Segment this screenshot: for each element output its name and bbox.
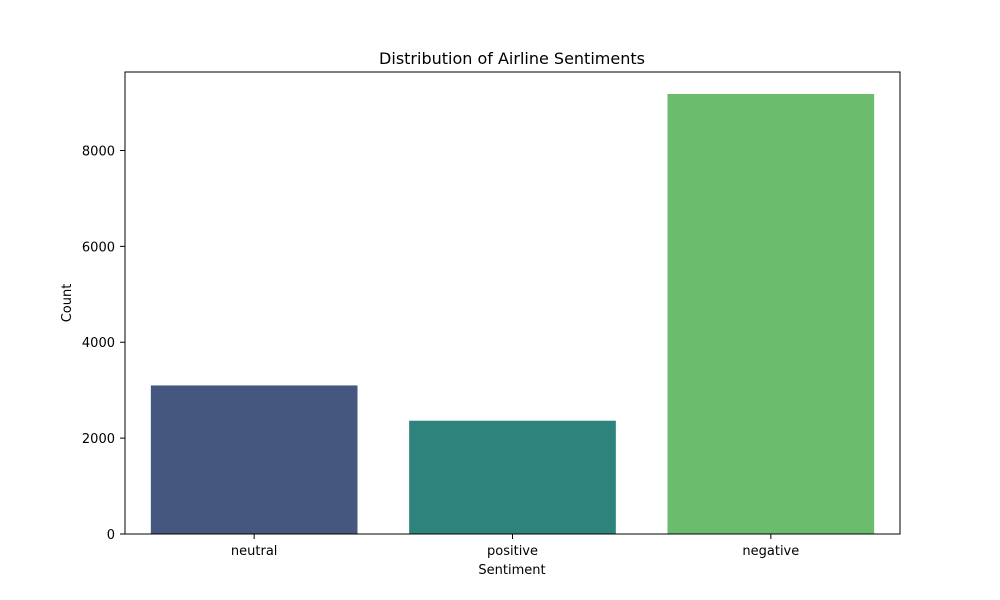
chart-title: Distribution of Airline Sentiments — [379, 49, 645, 68]
x-tick-label: positive — [487, 544, 538, 559]
x-tick-label: negative — [742, 544, 799, 559]
bar-negative — [667, 94, 875, 534]
bars-layer — [150, 94, 875, 534]
x-tick-label: neutral — [231, 544, 278, 559]
y-tick-label: 2000 — [82, 432, 115, 447]
bar-neutral — [150, 385, 358, 534]
y-tick-label: 6000 — [82, 240, 115, 255]
y-tick-label: 4000 — [82, 336, 115, 351]
bar-positive — [409, 420, 616, 534]
y-axis-label: Count — [60, 284, 75, 323]
y-tick-label: 0 — [107, 528, 115, 543]
x-axis-label: Sentiment — [478, 563, 545, 578]
plot-frame — [124, 71, 901, 535]
y-tick-label: 8000 — [82, 144, 115, 159]
x-axis-ticks: neutral positive negative — [231, 534, 799, 559]
y-axis-ticks: 0 2000 4000 6000 8000 — [82, 144, 125, 543]
